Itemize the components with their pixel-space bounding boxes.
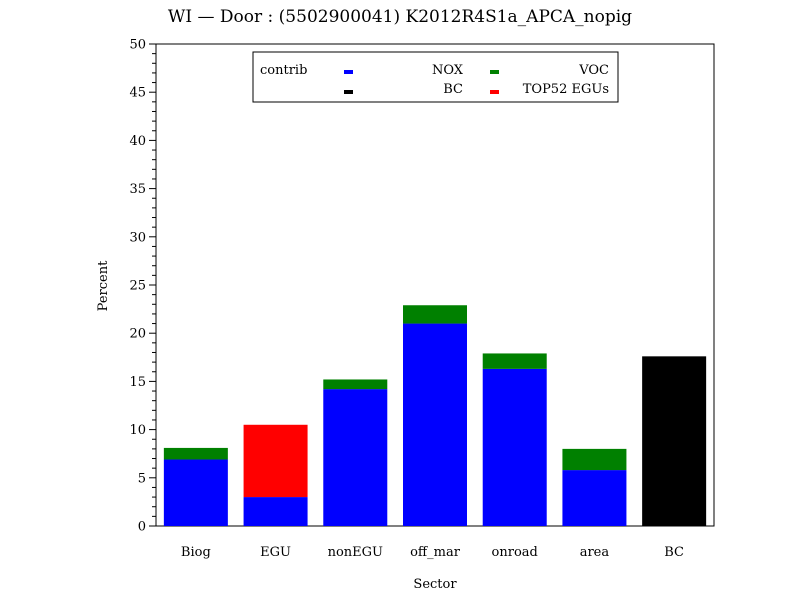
y-tick-label: 15 — [129, 375, 146, 390]
x-tick-label: EGU — [260, 545, 291, 560]
y-axis: 0 5 10 15 20 25 30 35 40 45 50 — [129, 38, 156, 535]
chart-title: WI — Door : (5502900041) K2012R4S1a_APCA… — [168, 7, 632, 27]
bars-group — [163, 305, 707, 526]
x-axis-label: Sector — [413, 577, 457, 592]
x-tick-label: nonEGU — [328, 545, 383, 560]
y-tick-label: 0 — [138, 520, 146, 535]
bar-area-NOX — [562, 470, 627, 526]
x-tick-label: off_mar — [410, 545, 461, 560]
bar-onroad-VOC — [482, 353, 547, 369]
bar-Biog-NOX — [163, 459, 228, 526]
legend-swatch-NOX — [344, 70, 353, 74]
bar-onroad-NOX — [482, 368, 547, 526]
legend-swatch-VOC — [490, 70, 499, 74]
bar-area-VOC — [562, 448, 627, 471]
x-tick-label: area — [580, 545, 610, 560]
bar-off_mar-NOX — [403, 323, 467, 526]
y-tick-label: 10 — [129, 423, 146, 438]
bar-off_mar-VOC — [403, 305, 467, 324]
y-tick-label: 5 — [138, 471, 146, 486]
legend-title: contrib — [260, 63, 307, 78]
legend-swatch-TOP52-EGUs — [490, 90, 499, 94]
bar-EGU-NOX — [243, 497, 308, 526]
y-tick-label: 30 — [129, 230, 146, 245]
bar-EGU-TOP52-EGUs — [243, 424, 308, 498]
bar-BC-BC — [642, 356, 707, 526]
legend-label: TOP52 EGUs — [523, 82, 609, 97]
x-tick-label: BC — [664, 545, 684, 560]
x-tick-label: onroad — [492, 545, 538, 560]
y-tick-label: 35 — [129, 182, 146, 197]
bar-Biog-VOC — [163, 447, 228, 460]
y-tick-label: 45 — [129, 86, 146, 101]
y-axis-label: Percent — [96, 260, 111, 311]
y-tick-label: 25 — [129, 279, 146, 294]
legend-label: BC — [443, 82, 463, 97]
legend-box — [252, 51, 619, 103]
bar-nonEGU-NOX — [323, 389, 388, 526]
bar-nonEGU-VOC — [323, 379, 388, 390]
legend-swatch-BC — [344, 90, 353, 94]
x-tick-label: Biog — [181, 545, 211, 560]
x-axis: Biog EGU nonEGU off_mar onroad area BC — [181, 545, 684, 560]
y-tick-label: 20 — [129, 327, 146, 342]
legend-label: NOX — [432, 63, 464, 78]
legend: contrib NOX VOC BC TOP52 EGUs — [252, 51, 619, 103]
legend-label: VOC — [578, 63, 609, 78]
y-tick-label: 40 — [129, 134, 146, 149]
y-tick-label: 50 — [129, 38, 146, 53]
